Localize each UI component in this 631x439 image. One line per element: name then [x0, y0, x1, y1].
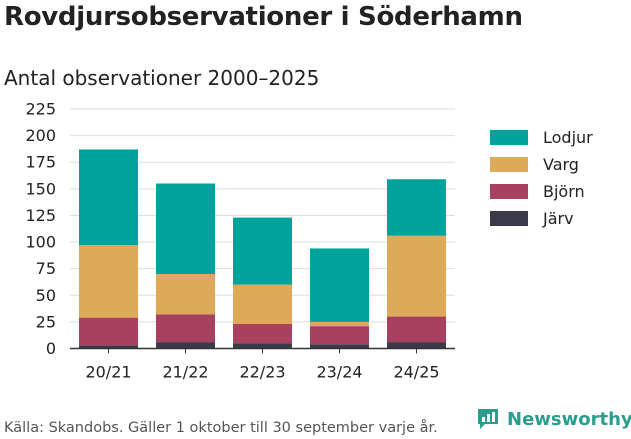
- y-tick-label-50: 50: [36, 286, 56, 305]
- legend-swatch-järv: [490, 211, 528, 226]
- bar-lodjur-24-25: [387, 179, 446, 236]
- legend-label-järv: Järv: [542, 209, 574, 228]
- bar-lodjur-21-22: [156, 183, 215, 274]
- legend-swatch-björn: [490, 184, 528, 199]
- bar-varg-20-21: [79, 245, 138, 318]
- bar-björn-21-22: [156, 314, 215, 343]
- chart-subtitle: Antal observationer 2000–2025: [4, 66, 320, 90]
- y-tick-label-225: 225: [25, 100, 56, 119]
- bar-lodjur-20-21: [79, 149, 138, 246]
- legend-label-varg: Varg: [543, 155, 579, 174]
- legend-swatch-lodjur: [490, 130, 528, 145]
- legend-swatch-varg: [490, 157, 528, 172]
- x-tick-label-23-24: 23/24: [316, 363, 362, 382]
- bar-björn-24-25: [387, 316, 446, 343]
- chart-title: Rovdjursobservationer i Söderhamn: [4, 2, 523, 32]
- bar-järv-21-22: [156, 342, 215, 349]
- bar-järv-20-21: [79, 345, 138, 349]
- bar-varg-24-25: [387, 235, 446, 317]
- legend-label-lodjur: Lodjur: [543, 128, 593, 147]
- x-tick-label-20-21: 20/21: [85, 363, 131, 382]
- x-tick-label-24-25: 24/25: [393, 363, 439, 382]
- newsworthy-logo: Newsworthy: [475, 406, 631, 432]
- y-tick-label-0: 0: [46, 339, 56, 358]
- y-tick-label-75: 75: [36, 259, 56, 278]
- bar-varg-21-22: [156, 273, 215, 315]
- y-tick-label-100: 100: [25, 233, 56, 252]
- x-tick-label-21-22: 21/22: [162, 363, 208, 382]
- bar-varg-23-24: [310, 321, 369, 327]
- brand-name: Newsworthy: [507, 408, 631, 430]
- y-tick-label-125: 125: [25, 206, 56, 225]
- bar-lodjur-22-23: [233, 217, 292, 285]
- bar-varg-22-23: [233, 284, 292, 325]
- y-tick-label-25: 25: [36, 312, 56, 331]
- bar-björn-23-24: [310, 326, 369, 345]
- x-tick-label-22-23: 22/23: [239, 363, 285, 382]
- y-tick-label-200: 200: [25, 126, 56, 145]
- bar-järv-24-25: [387, 342, 446, 349]
- bar-björn-20-21: [79, 317, 138, 346]
- y-tick-label-175: 175: [25, 153, 56, 172]
- source-note: Källa: Skandobs. Gäller 1 oktober till 3…: [4, 420, 438, 436]
- bar-lodjur-23-24: [310, 248, 369, 322]
- bar-järv-22-23: [233, 343, 292, 349]
- newsworthy-icon: [478, 409, 498, 429]
- bar-järv-23-24: [310, 344, 369, 349]
- bar-björn-22-23: [233, 324, 292, 344]
- legend-label-björn: Björn: [543, 182, 585, 201]
- y-tick-label-150: 150: [25, 179, 56, 198]
